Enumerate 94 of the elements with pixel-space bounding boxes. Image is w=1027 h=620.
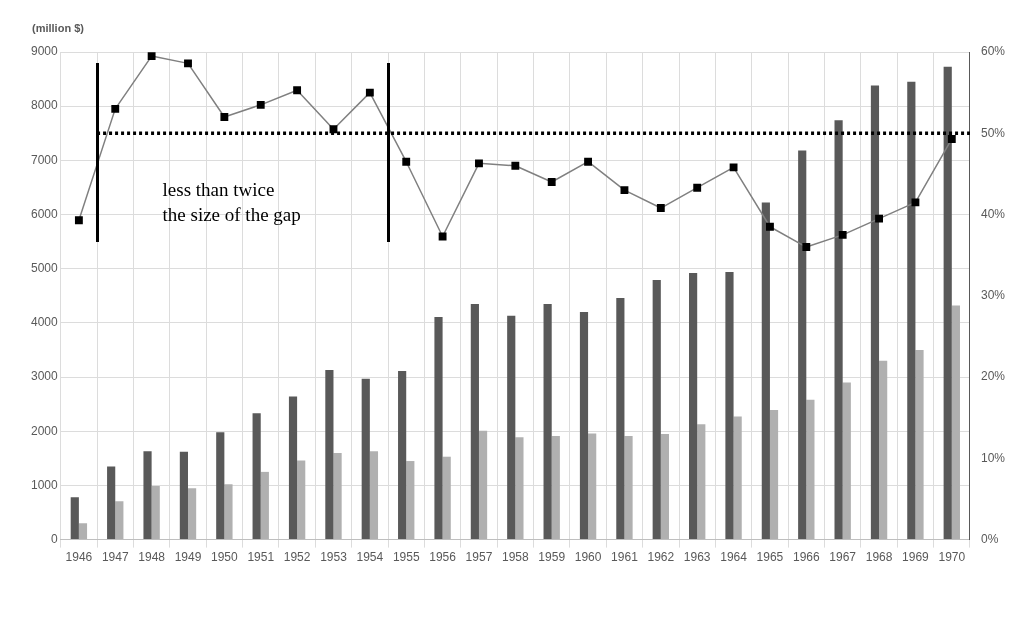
y-tick-label: 4000 [30, 315, 59, 330]
bar [616, 297, 625, 540]
y-tick-label: 1000 [30, 477, 59, 492]
bar [761, 202, 770, 540]
bar [915, 349, 924, 540]
y-tick-label: 3000 [30, 369, 59, 384]
bar [179, 451, 188, 540]
bar [834, 120, 843, 540]
bar [442, 456, 451, 540]
x-tick-label: 1952 [283, 550, 311, 565]
bar [369, 451, 379, 540]
bar [697, 424, 706, 540]
bar [406, 461, 415, 540]
bar [333, 452, 342, 540]
x-tick-label: 1963 [683, 550, 711, 565]
x-tick-label: 1969 [902, 550, 930, 565]
bar [870, 85, 880, 540]
bar [107, 466, 116, 540]
bar [398, 371, 407, 540]
bar [78, 523, 88, 540]
bar [478, 430, 488, 540]
bar [216, 432, 225, 540]
bar [151, 485, 160, 540]
x-tick-label: 1951 [247, 550, 275, 565]
bar [143, 451, 152, 540]
bar [543, 303, 552, 540]
bar [907, 81, 916, 540]
x-tick-label: 1970 [938, 550, 966, 565]
y2-tick-label: 40% [980, 206, 1006, 221]
bar [624, 436, 633, 540]
bar [769, 410, 779, 540]
bar [798, 150, 807, 540]
x-tick-label: 1962 [647, 550, 675, 565]
bar [115, 501, 124, 540]
y2-tick-label: 10% [980, 450, 1006, 465]
y-tick-label: 2000 [30, 423, 59, 438]
bar [224, 484, 233, 540]
y2-tick-label: 60% [980, 44, 1006, 59]
x-tick-label: 1959 [538, 550, 566, 565]
y-axis-title: (million $) [32, 22, 84, 34]
x-tick-label: 1965 [756, 550, 784, 565]
bar [842, 382, 851, 540]
x-tick-label: 1961 [611, 550, 639, 565]
x-tick-label: 1958 [501, 550, 530, 565]
x-tick-label: 1956 [429, 550, 457, 565]
y-tick-label: 8000 [30, 98, 59, 113]
x-tick-label: 1947 [101, 550, 129, 565]
bar [515, 437, 524, 540]
bar [70, 497, 79, 540]
bar [579, 312, 589, 540]
y2-tick-label: 30% [980, 288, 1006, 303]
bar [252, 413, 261, 540]
bar [297, 460, 306, 540]
y2-tick-label: 50% [980, 125, 1006, 140]
x-tick-label: 1955 [392, 550, 420, 565]
x-tick-label: 1957 [465, 550, 493, 565]
bar [725, 271, 734, 540]
bar [689, 273, 698, 540]
bar [434, 316, 443, 540]
bar [879, 360, 888, 540]
annotation: less than twice the size of the gap [162, 177, 301, 228]
bar [507, 315, 516, 540]
y-tick-label: 6000 [30, 206, 59, 221]
x-tick-label: 1946 [65, 550, 93, 565]
x-tick-label: 1950 [211, 550, 239, 565]
bar [551, 436, 560, 540]
bar [806, 399, 815, 540]
bar [943, 66, 952, 540]
bar [470, 303, 479, 540]
y-tick-label: 9000 [30, 44, 59, 59]
y-tick-label: 5000 [30, 261, 59, 276]
y2-tick-label: 0% [980, 531, 999, 546]
bar [188, 488, 197, 540]
y-tick-label: 0 [51, 531, 59, 546]
x-tick-label: 1948 [138, 550, 166, 565]
x-tick-label: 1968 [865, 550, 893, 565]
bar [588, 433, 597, 540]
x-tick-label: 1949 [174, 550, 202, 565]
bar [260, 471, 269, 540]
x-tick-label: 1953 [320, 550, 348, 565]
bar [361, 378, 370, 540]
bar [951, 305, 960, 540]
x-tick-label: 1964 [720, 550, 748, 565]
bar [733, 416, 742, 540]
x-tick-label: 1960 [574, 550, 602, 565]
x-tick-label: 1954 [356, 550, 384, 565]
bar [660, 433, 670, 540]
bar [652, 280, 661, 540]
y2-tick-label: 20% [980, 369, 1006, 384]
bar [325, 370, 334, 540]
x-tick-label: 1966 [792, 550, 820, 565]
y-tick-label: 7000 [30, 152, 59, 167]
bar [288, 396, 298, 540]
x-tick-label: 1967 [829, 550, 857, 565]
